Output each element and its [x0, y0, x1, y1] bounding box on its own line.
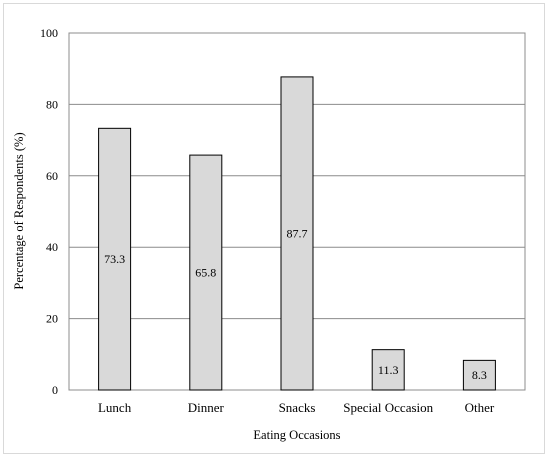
bars [98, 76, 496, 391]
y-tick-label: 0 [52, 383, 58, 397]
y-tick-labels: 0 20 40 60 80 100 [40, 26, 58, 397]
bar-special-occasion [371, 349, 405, 391]
y-tick-label: 40 [46, 240, 58, 254]
y-tick-label: 60 [46, 169, 58, 183]
data-labels: 73.3 65.8 87.7 11.3 8.3 [104, 226, 487, 382]
data-label: 65.8 [195, 266, 216, 280]
data-label: 11.3 [378, 363, 399, 377]
bar-other [462, 359, 496, 391]
x-tick-label: Snacks [279, 400, 316, 415]
chart-frame [3, 3, 545, 454]
x-tick-label: Special Occasion [343, 400, 433, 415]
x-tick-label: Lunch [98, 400, 132, 415]
x-tick-labels: Lunch Dinner Snacks Special Occasion Other [98, 400, 495, 415]
bar-snacks [280, 76, 314, 391]
bar-dinner [189, 154, 223, 391]
y-tick-label: 80 [46, 97, 58, 111]
data-label: 87.7 [287, 226, 308, 240]
y-tick-label: 100 [40, 26, 58, 40]
y-tick-label: 20 [46, 312, 58, 326]
x-axis-title: Eating Occasions [253, 428, 340, 442]
data-label: 73.3 [104, 252, 125, 266]
x-tick-label: Other [465, 400, 495, 415]
data-label: 8.3 [472, 368, 487, 382]
y-axis-title: Percentage of Respondents (%) [12, 132, 26, 289]
x-tick-label: Dinner [188, 400, 225, 415]
bar-lunch [98, 127, 132, 391]
